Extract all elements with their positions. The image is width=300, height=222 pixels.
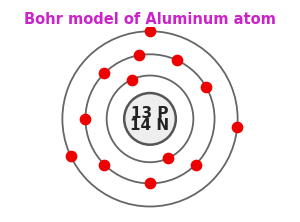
Point — [102, 163, 107, 166]
Point — [136, 54, 141, 57]
Text: 14 N: 14 N — [130, 118, 170, 133]
Point — [166, 156, 171, 160]
Point — [203, 85, 208, 88]
Point — [129, 78, 134, 81]
Point — [102, 71, 107, 75]
Point — [193, 163, 198, 166]
Point — [148, 30, 152, 33]
Text: Bohr model of Aluminum atom: Bohr model of Aluminum atom — [24, 12, 276, 27]
Point — [83, 117, 88, 121]
Point — [175, 59, 180, 62]
Point — [235, 125, 240, 128]
Text: 13 P: 13 P — [131, 106, 169, 121]
Point — [68, 154, 73, 158]
Point — [148, 182, 152, 185]
Circle shape — [124, 93, 176, 145]
